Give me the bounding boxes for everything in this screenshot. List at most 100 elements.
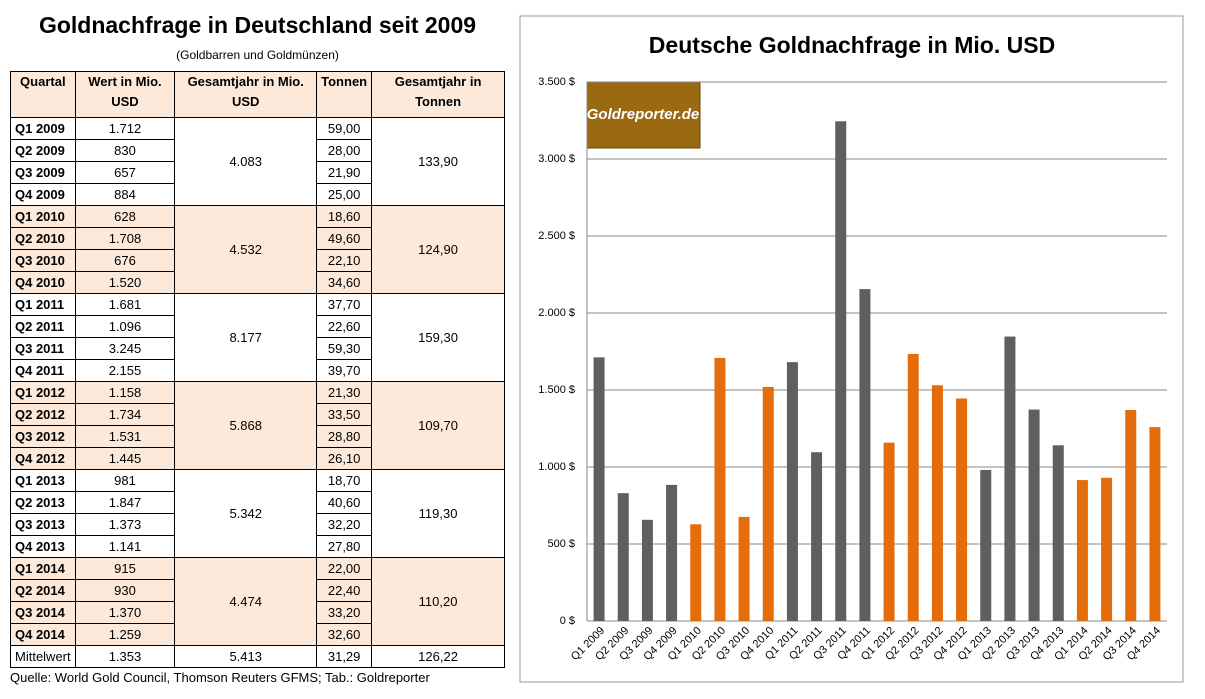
row: Q1 2013 981 5.342 18,70 119,30	[10, 469, 505, 558]
quarter-cell: Q2 2012	[10, 403, 76, 426]
y-tick-label: 1.500 $	[538, 384, 575, 396]
quarter-cell: Q3 2014	[10, 601, 76, 624]
tons-cell: 18,60	[316, 205, 373, 228]
tons-cell: 22,60	[316, 315, 373, 338]
year-usd-cell: 5.342	[174, 469, 318, 558]
tons-cell: 21,30	[316, 381, 373, 404]
value-cell: 657	[74, 161, 176, 184]
quarter-cell: Q3 2010	[10, 249, 76, 272]
x-tick-label: Q2 2009	[593, 625, 631, 663]
bar	[1076, 480, 1088, 621]
x-tick-label: Q4 2009	[641, 625, 679, 663]
tons-cell: 18,70	[316, 469, 373, 492]
x-tick-label: Q4 2014	[1125, 625, 1163, 663]
value-cell: 1.531	[74, 425, 176, 448]
header-cell: Wert in Mio. USD	[74, 71, 176, 118]
value-cell: 1.847	[74, 491, 176, 514]
row: Q1 2009 1.712 4.083 59,00 133,90	[10, 117, 505, 206]
logo-text: Goldreporter.de	[587, 106, 700, 123]
bar	[859, 289, 871, 621]
x-tick-label: Q4 2012	[931, 625, 969, 663]
bar	[641, 519, 653, 621]
x-tick-label: Q3 2014	[1101, 625, 1139, 663]
row: Q2 2013 1.847 40,60	[10, 491, 505, 514]
bar	[1125, 410, 1137, 621]
quarter-cell: Q4 2013	[10, 535, 76, 558]
quarter-cell: Q2 2014	[10, 579, 76, 602]
chart-title: Deutsche Goldnachfrage in Mio. USD	[649, 32, 1055, 58]
value-cell: 1.445	[74, 447, 176, 470]
tons-cell: 40,60	[316, 491, 373, 514]
bar	[690, 524, 702, 621]
bar	[1028, 409, 1040, 621]
year-tons-cell: 110,20	[371, 557, 505, 646]
x-tick-label: Q1 2014	[1052, 625, 1090, 663]
header-cell: Quartal	[10, 71, 76, 118]
bar	[617, 493, 629, 621]
tons-cell: 27,80	[316, 535, 373, 558]
x-tick-label: Q2 2013	[980, 625, 1018, 663]
row: Q3 2014 1.370 33,20	[10, 601, 505, 624]
y-tick-label: 3.500 $	[538, 76, 575, 88]
tons-cell: 22,00	[316, 557, 373, 580]
table-title: Goldnachfrage in Deutschland seit 2009	[38, 12, 477, 38]
year-tons-cell: 159,30	[371, 293, 505, 382]
quarter-cell: Q1 2014	[10, 557, 76, 580]
row: Q1 2012 1.158 5.868 21,30 109,70	[10, 381, 505, 470]
footer-cell: 5.413	[174, 645, 318, 668]
x-tick-label: Q2 2014	[1076, 625, 1114, 663]
row: Q4 2012 1.445 26,10	[10, 447, 505, 470]
bar	[762, 386, 774, 621]
x-tick-label: Q4 2010	[738, 625, 776, 663]
tons-cell: 59,30	[316, 337, 373, 360]
value-cell: 1.141	[74, 535, 176, 558]
x-tick-label: Q1 2012	[859, 625, 897, 663]
value-cell: 2.155	[74, 359, 176, 382]
value-cell: 1.259	[74, 623, 176, 646]
row: Q4 2014 1.259 32,60	[10, 623, 505, 646]
x-tick-label: Q2 2011	[787, 625, 825, 663]
value-cell: 1.373	[74, 513, 176, 536]
quarter-cell: Q2 2009	[10, 139, 76, 162]
bar	[1004, 336, 1016, 621]
quarter-cell: Q3 2009	[10, 161, 76, 184]
x-tick-label: Q3 2010	[714, 625, 752, 663]
quarter-cell: Q4 2009	[10, 183, 76, 206]
value-cell: 1.370	[74, 601, 176, 624]
footer-cell: 31,29	[316, 645, 373, 668]
quarter-cell: Q2 2011	[10, 315, 76, 338]
x-tick-label: Q1 2011	[763, 625, 801, 663]
year-usd-cell: 4.474	[174, 557, 318, 646]
bar	[956, 398, 968, 621]
bar	[714, 357, 726, 621]
value-cell: 1.681	[74, 293, 176, 316]
x-tick-label: Q1 2013	[956, 625, 994, 663]
value-cell: 884	[74, 183, 176, 206]
tons-cell: 34,60	[316, 271, 373, 294]
quarter-cell: Q1 2010	[10, 205, 76, 228]
quarter-cell: Q1 2011	[10, 293, 76, 316]
tons-cell: 39,70	[316, 359, 373, 382]
bar	[593, 357, 605, 621]
x-tick-label: Q3 2013	[1004, 625, 1042, 663]
bar	[1052, 445, 1064, 621]
quarter-cell: Q4 2012	[10, 447, 76, 470]
tons-cell: 33,20	[316, 601, 373, 624]
footer-row: Mittelwert 1.353 5.413 31,29 126,22	[10, 645, 505, 668]
tons-cell: 33,50	[316, 403, 373, 426]
year-tons-cell: 109,70	[371, 381, 505, 470]
value-cell: 1.158	[74, 381, 176, 404]
tons-cell: 25,00	[316, 183, 373, 206]
year-tons-cell: 119,30	[371, 469, 505, 558]
header-cell: Gesamtjahr in Tonnen	[371, 71, 505, 118]
row: Q4 2013 1.141 27,80	[10, 535, 505, 558]
value-cell: 3.245	[74, 337, 176, 360]
table: Quartal Wert in Mio. USD Gesamtjahr in Mio…	[10, 71, 505, 668]
quarter-cell: Q1 2012	[10, 381, 76, 404]
row: Q3 2010 676 22,10	[10, 249, 505, 272]
value-cell: 676	[74, 249, 176, 272]
logo	[586, 81, 701, 149]
row: Q1 2011 1.681 8.177 37,70 159,30	[10, 293, 505, 382]
bar	[738, 516, 750, 621]
year-tons-cell: 124,90	[371, 205, 505, 294]
